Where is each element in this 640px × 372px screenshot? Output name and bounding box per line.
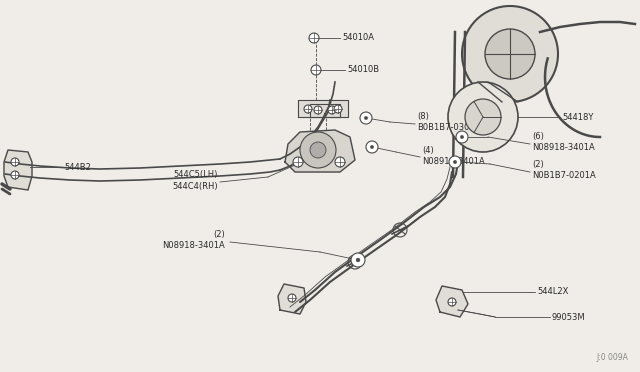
Circle shape <box>288 294 296 302</box>
Polygon shape <box>298 100 348 117</box>
Text: (4): (4) <box>422 145 434 154</box>
Text: (2): (2) <box>213 230 225 238</box>
Circle shape <box>11 158 19 166</box>
Circle shape <box>314 106 322 114</box>
Polygon shape <box>278 284 306 314</box>
Circle shape <box>366 141 378 153</box>
Circle shape <box>453 160 457 164</box>
Circle shape <box>364 116 368 120</box>
Circle shape <box>309 33 319 43</box>
Text: 54010B: 54010B <box>347 65 379 74</box>
Circle shape <box>448 82 518 152</box>
Circle shape <box>304 105 312 113</box>
Polygon shape <box>436 286 468 317</box>
Text: N08918-3401A: N08918-3401A <box>163 241 225 250</box>
Text: 544C4(RH): 544C4(RH) <box>172 182 218 190</box>
Text: (6): (6) <box>532 132 544 141</box>
Text: N08918-3401A: N08918-3401A <box>422 157 484 166</box>
Text: 544B2: 544B2 <box>64 163 91 171</box>
Circle shape <box>356 258 360 262</box>
Circle shape <box>334 105 342 113</box>
Circle shape <box>449 156 461 168</box>
Circle shape <box>335 157 345 167</box>
Text: J:0 009A: J:0 009A <box>596 353 628 362</box>
Circle shape <box>11 171 19 179</box>
Circle shape <box>328 106 336 114</box>
Text: N0B1B7-0201A: N0B1B7-0201A <box>532 171 596 180</box>
Text: N08918-3401A: N08918-3401A <box>532 144 595 153</box>
Circle shape <box>311 65 321 75</box>
Circle shape <box>485 29 535 79</box>
Circle shape <box>448 298 456 306</box>
Text: 544C5(LH): 544C5(LH) <box>173 170 218 180</box>
Polygon shape <box>4 150 32 190</box>
Circle shape <box>465 99 501 135</box>
Circle shape <box>460 135 463 139</box>
Circle shape <box>462 6 558 102</box>
Polygon shape <box>310 104 340 117</box>
Text: B0B1B7-0301A: B0B1B7-0301A <box>417 124 481 132</box>
Circle shape <box>371 145 374 149</box>
Text: 544L2X: 544L2X <box>537 288 568 296</box>
Text: (8): (8) <box>417 112 429 122</box>
Circle shape <box>360 112 372 124</box>
Circle shape <box>300 132 336 168</box>
Circle shape <box>351 253 365 267</box>
Text: 54010A: 54010A <box>342 33 374 42</box>
Text: 54418Y: 54418Y <box>562 112 593 122</box>
Circle shape <box>456 131 468 143</box>
Circle shape <box>310 142 326 158</box>
Text: 99053M: 99053M <box>552 312 586 321</box>
Text: (2): (2) <box>532 160 544 170</box>
Polygon shape <box>285 130 355 172</box>
Circle shape <box>293 157 303 167</box>
